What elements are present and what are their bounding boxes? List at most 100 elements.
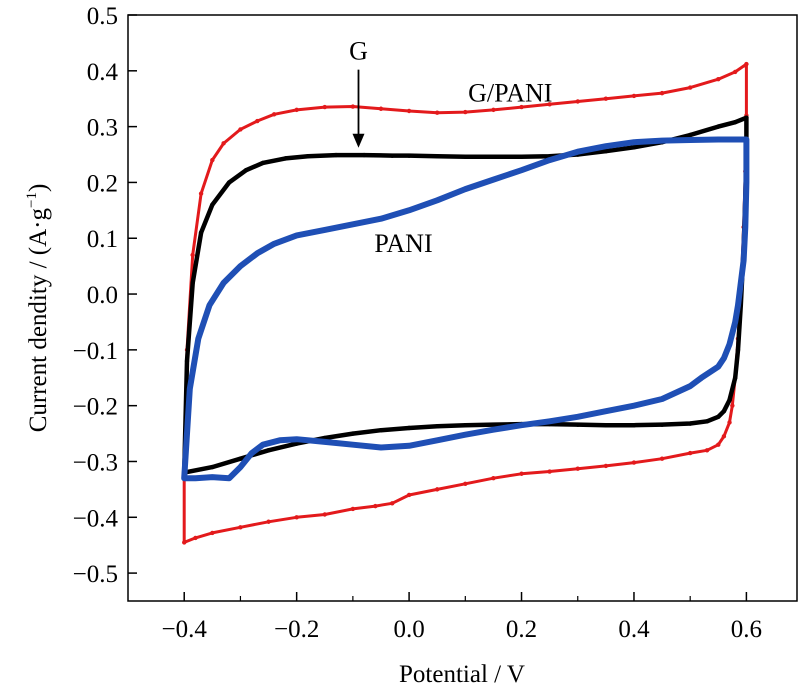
data-point: [390, 501, 395, 506]
data-point: [727, 397, 732, 403]
data-point: [378, 428, 384, 433]
data-point: [181, 475, 187, 481]
data-point: [226, 180, 232, 185]
data-point: [260, 160, 266, 166]
data-point: [378, 216, 384, 222]
data-point: [190, 252, 195, 258]
series-line: [182, 62, 748, 544]
data-point: [715, 136, 721, 143]
data-point: [350, 506, 356, 512]
data-point: [687, 450, 693, 456]
data-point: [490, 427, 497, 433]
data-point: [406, 492, 412, 498]
data-point: [740, 257, 747, 264]
data-point: [491, 422, 496, 427]
data-point: [716, 414, 721, 420]
data-point: [238, 525, 243, 530]
data-point: [732, 119, 738, 125]
data-point: [237, 263, 244, 269]
y-tick-label: 0.1: [87, 226, 118, 253]
data-point: [434, 197, 440, 203]
plot-frame: [127, 14, 798, 602]
data-point: [631, 139, 637, 145]
data-point: [687, 421, 693, 426]
data-point: [518, 422, 525, 428]
data-point: [659, 396, 665, 402]
data-point: [491, 476, 496, 481]
data-point: [277, 437, 283, 443]
data-point: [378, 444, 384, 451]
data-point: [322, 439, 328, 445]
data-point: [243, 167, 249, 173]
data-point: [210, 464, 215, 470]
data-point: [631, 93, 637, 99]
data-point: [603, 463, 609, 469]
data-point: [744, 61, 749, 67]
data-point: [221, 141, 226, 146]
data-point: [434, 437, 440, 443]
data-point: [294, 441, 299, 446]
data-point: [255, 118, 260, 124]
data-point: [547, 157, 553, 163]
data-point: [350, 431, 356, 436]
data-point: [603, 148, 609, 154]
data-point: [631, 460, 637, 465]
data-point: [575, 149, 581, 155]
data-point: [209, 474, 215, 480]
data-point: [743, 136, 750, 143]
data-point: [687, 85, 693, 90]
data-point: [406, 425, 412, 431]
data-point: [283, 156, 288, 161]
y-tick-label: 0.2: [87, 170, 118, 197]
data-point: [631, 423, 637, 428]
data-point: [294, 107, 299, 113]
y-axis-title-close: ): [25, 184, 52, 192]
series-pani: [181, 136, 750, 482]
annotation-g-pani: G/PANI: [468, 79, 552, 108]
data-point: [220, 280, 227, 286]
data-point: [322, 227, 328, 233]
data-point: [271, 241, 277, 247]
data-point: [187, 386, 193, 392]
data-point: [238, 456, 243, 461]
y-axis-title: Current dendity / (A·g−1): [24, 184, 52, 433]
data-point: [575, 466, 580, 471]
data-point: [659, 422, 665, 427]
data-point: [266, 448, 271, 453]
data-point: [322, 512, 327, 517]
data-point: [518, 167, 525, 173]
data-point: [575, 99, 580, 104]
data-point: [491, 154, 496, 159]
x-axis-title: Potential / V: [399, 661, 525, 688]
annotation-layer: G G/PANI PANI: [349, 37, 552, 259]
data-point: [210, 202, 215, 207]
data-point: [631, 403, 637, 409]
data-point: [631, 145, 637, 150]
data-point: [491, 107, 496, 113]
data-point: [744, 115, 749, 120]
data-point: [603, 408, 609, 414]
data-point: [730, 403, 735, 408]
data-point: [226, 475, 232, 481]
data-point: [659, 137, 665, 144]
series-layer: [181, 61, 750, 545]
data-point: [462, 432, 468, 438]
data-point: [743, 179, 750, 186]
data-point: [490, 177, 497, 183]
annotation-pani: PANI: [374, 229, 432, 258]
series-g-pani: [182, 61, 749, 545]
data-point: [547, 418, 553, 424]
data-point: [698, 375, 705, 381]
y-tick-label: 0.3: [87, 115, 118, 142]
data-point: [305, 153, 311, 159]
data-point: [603, 423, 609, 428]
data-point: [721, 355, 727, 361]
data-point: [547, 102, 552, 107]
data-point: [727, 420, 732, 425]
series-line: [181, 115, 749, 475]
data-point: [704, 448, 710, 453]
x-tick-label: −0.2: [274, 616, 319, 643]
x-tick-label: 0.4: [618, 616, 650, 643]
data-point: [333, 152, 339, 158]
data-point: [249, 450, 255, 456]
